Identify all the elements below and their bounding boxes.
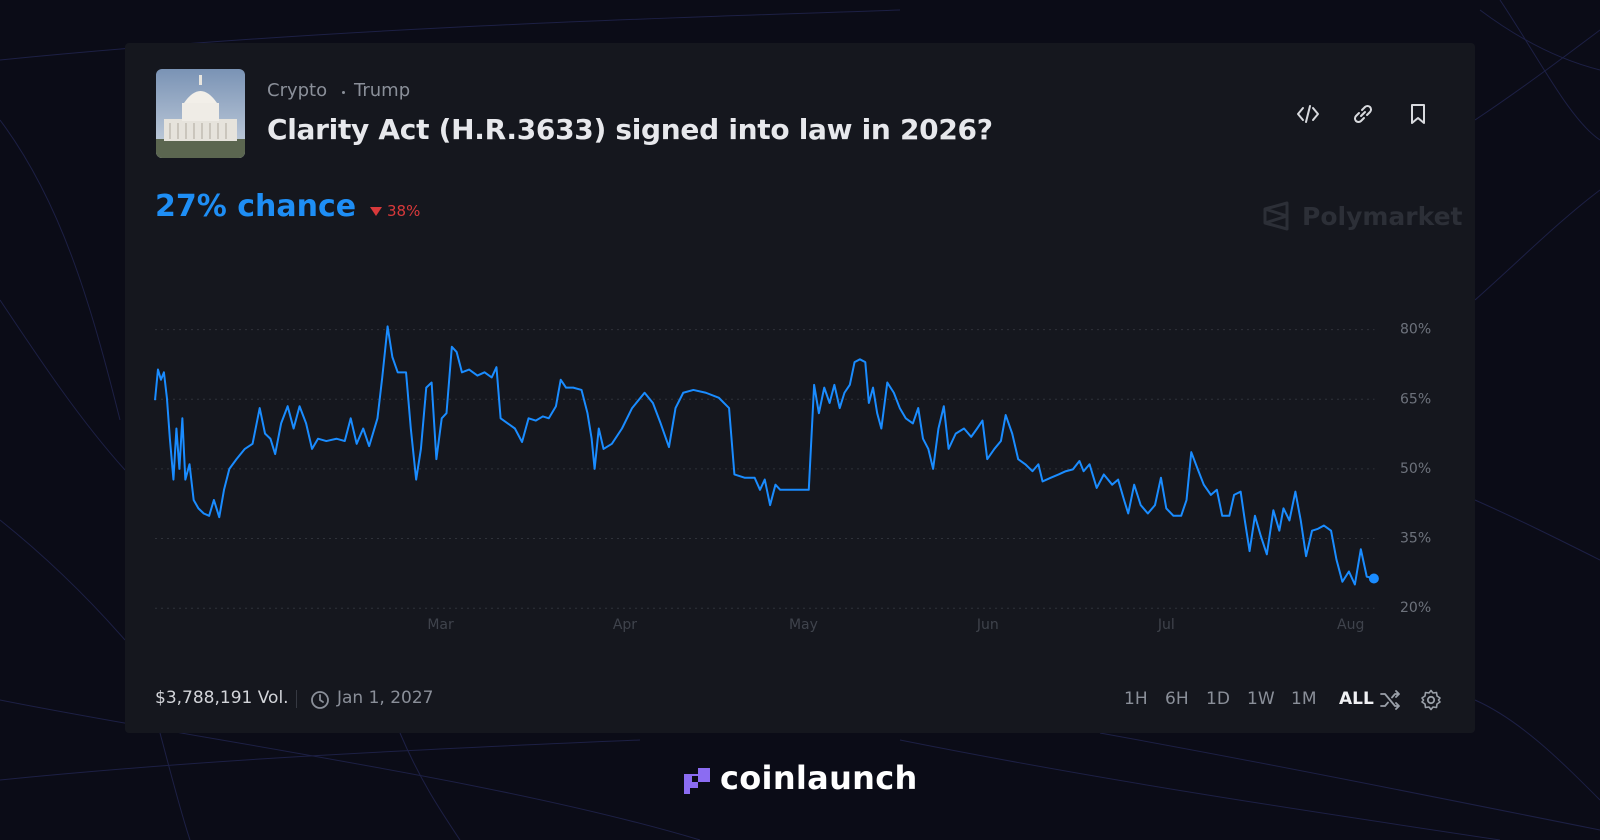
price-line [154,325,1375,586]
range-button[interactable]: 6H [1165,689,1189,709]
y-tick-label: 50% [1400,461,1431,477]
volume: $3,788,191 Vol. [155,688,289,708]
y-tick-label: 65% [1400,391,1431,407]
category-tag[interactable]: Crypto [267,80,328,101]
embed-button[interactable] [1295,101,1321,127]
market-title: Clarity Act (H.R.3633) signed into law i… [267,113,993,146]
market-image [156,69,245,158]
price-chart: 20% 35% 50% 65% 80% Mar Apr May Jun Jul Aug [154,322,1431,633]
settings-button[interactable] [1419,688,1443,712]
x-tick-label: Aug [1337,617,1364,633]
range-button[interactable]: 1D [1206,689,1230,709]
separator [296,690,297,708]
y-tick-label: 80% [1400,322,1431,338]
brand-icon [1263,201,1289,231]
tag-separator [342,91,345,94]
bookmark-button[interactable] [1405,101,1431,127]
x-tick-label: May [789,617,818,633]
link-button[interactable] [1350,101,1376,127]
range-button[interactable]: ALL [1339,689,1374,709]
end-date: Jan 1, 2027 [337,688,434,708]
range-button[interactable]: 1W [1247,689,1275,709]
x-tick-label: Mar [427,617,454,633]
logo-icon [684,768,710,794]
x-tick-label: Apr [613,617,637,633]
range-button[interactable]: 1M [1291,689,1317,709]
chance: 27% chance [155,189,357,224]
x-tick-label: Jul [1157,617,1175,633]
x-tick-label: Jun [976,617,999,633]
current-point [1368,573,1379,584]
shuffle-button[interactable] [1378,688,1402,712]
down-arrow [370,207,382,216]
brand: Polymarket [1302,202,1463,231]
category-tag[interactable]: Trump [354,80,411,101]
y-tick-label: 35% [1400,531,1431,547]
watermark-logo: coinlaunch [720,759,918,797]
clock-icon [311,691,329,709]
chance-change: 38% [387,202,421,220]
y-tick-label: 20% [1400,600,1431,616]
capitol-icon [156,69,245,158]
card [125,43,1475,733]
range-button[interactable]: 1H [1124,689,1148,709]
